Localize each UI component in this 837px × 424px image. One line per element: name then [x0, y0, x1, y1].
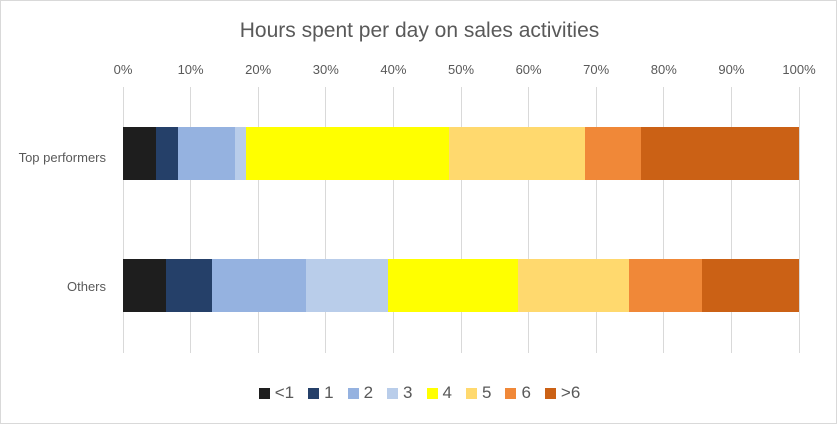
- category-label-others: Others: [66, 279, 106, 294]
- x-tick-label: 90%: [718, 62, 745, 77]
- x-tick-label: 80%: [650, 62, 677, 77]
- legend-item: 5: [465, 383, 492, 403]
- x-tick-label: 40%: [380, 62, 407, 77]
- x-tick-label: 60%: [515, 62, 542, 77]
- legend-label: 1: [324, 383, 334, 402]
- gridline: [257, 87, 259, 353]
- legend-swatch-icon: [258, 387, 270, 399]
- gridline: [325, 87, 327, 353]
- gridline: [528, 87, 530, 353]
- x-tick-label: 30%: [312, 62, 339, 77]
- bar-segment: [246, 127, 449, 180]
- category-label-top-performers: Top performers: [18, 150, 106, 165]
- legend-label: 3: [403, 383, 413, 402]
- bar-segment: [702, 259, 799, 312]
- gridline: [190, 87, 192, 353]
- legend-label: 5: [481, 383, 492, 402]
- legend-swatch-icon: [347, 387, 359, 399]
- legend-label: >6: [560, 383, 581, 402]
- legend-swatch-icon: [465, 387, 477, 399]
- chart-title: Hours spent per day on sales activities: [239, 19, 600, 42]
- legend-item: <1: [258, 383, 295, 403]
- bar-segment: [388, 259, 519, 312]
- bar-segment: [211, 259, 307, 312]
- legend-swatch-icon: [308, 387, 320, 399]
- x-tick-label: 0%: [113, 62, 133, 77]
- bar-segment: [123, 259, 166, 312]
- bar-segment: [448, 127, 585, 180]
- gridline: [798, 87, 800, 353]
- bar-segment: [640, 127, 799, 180]
- legend-item: 3: [387, 383, 413, 403]
- x-tick-label: 20%: [245, 62, 272, 77]
- legend-swatch-icon: [426, 387, 438, 399]
- legend: <1 1 2 3 4 5 6 >6: [1, 383, 836, 403]
- legend-label: 2: [363, 383, 374, 402]
- legend-item: 6: [505, 383, 531, 403]
- legend-item: >6: [544, 383, 581, 403]
- gridline: [122, 87, 124, 353]
- bar-segment: [518, 259, 630, 312]
- bar-segment: [306, 259, 389, 312]
- bar-others: [123, 259, 799, 312]
- gridline: [663, 87, 665, 353]
- gridline: [595, 87, 597, 353]
- legend-label: 4: [442, 383, 452, 402]
- gridline: [392, 87, 394, 353]
- bar-segment: [123, 127, 157, 180]
- x-tick-label: 10%: [177, 62, 204, 77]
- gridline: [730, 87, 732, 353]
- legend-label: 6: [521, 383, 531, 402]
- legend-swatch-icon: [387, 387, 399, 399]
- bar-segment: [235, 127, 246, 180]
- bar-segment: [165, 259, 212, 312]
- legend-swatch-icon: [544, 387, 556, 399]
- x-tick-label: 50%: [447, 62, 475, 77]
- gridline: [460, 87, 462, 353]
- x-tick-label: 70%: [583, 62, 610, 77]
- legend-label: <1: [274, 383, 295, 402]
- bar-segment: [178, 127, 236, 180]
- legend-item: 1: [308, 383, 334, 403]
- legend-swatch-icon: [505, 387, 517, 399]
- bar-segment: [584, 127, 641, 180]
- bar-segment: [156, 127, 179, 180]
- bar-top-performers: [123, 127, 799, 180]
- bar-segment: [629, 259, 703, 312]
- legend-item: 4: [426, 383, 452, 403]
- legend-item: 2: [347, 383, 374, 403]
- x-tick-label: 100%: [782, 62, 816, 77]
